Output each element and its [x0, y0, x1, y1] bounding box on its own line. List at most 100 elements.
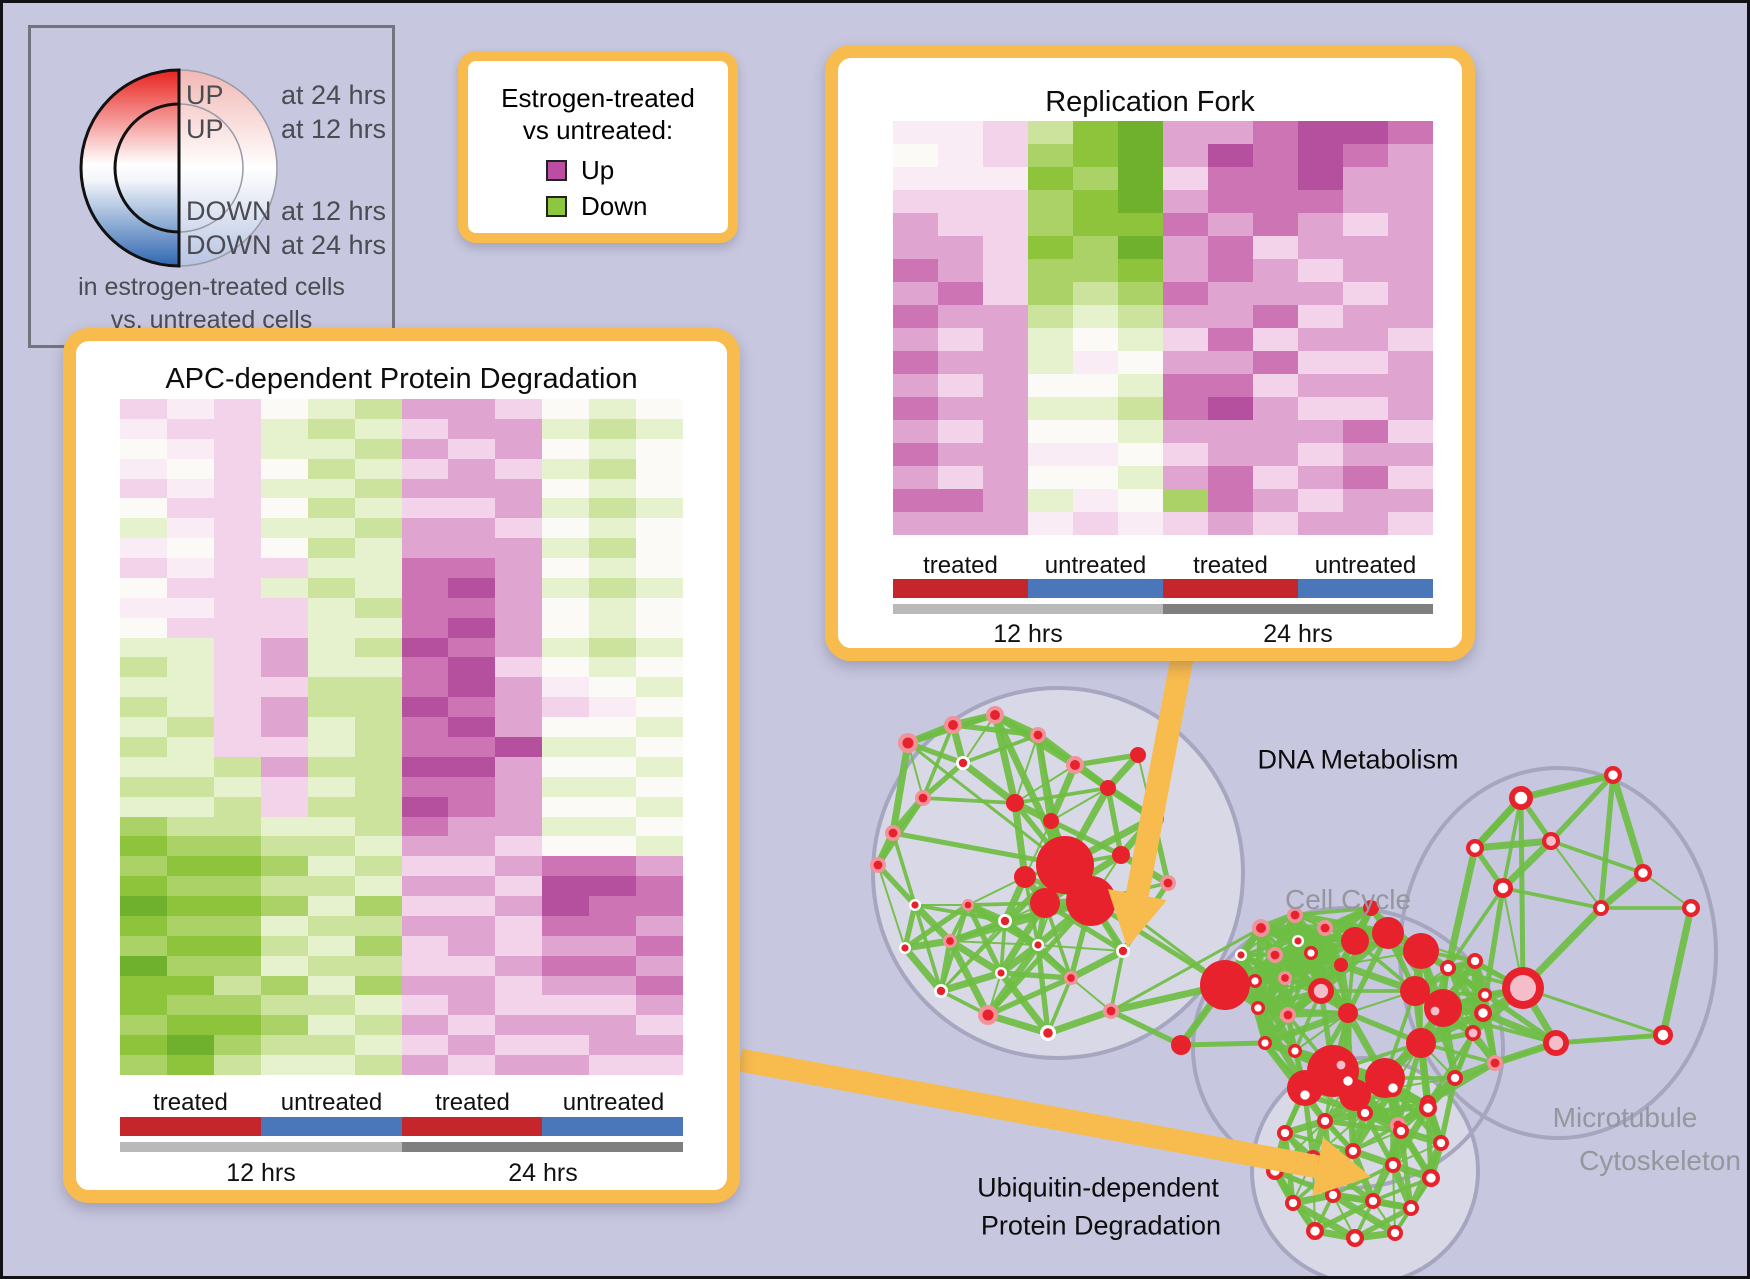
heatmap-cell — [589, 736, 637, 757]
heatmap-cell — [213, 995, 261, 1016]
heatmap-cell — [893, 259, 938, 282]
heatmap-cell — [448, 1015, 496, 1036]
untreated-bar-segment — [260, 1117, 402, 1136]
network-node-core — [1343, 1076, 1353, 1086]
network-node-solid — [1334, 958, 1348, 972]
heatmap-cell — [495, 617, 543, 638]
network-node-core — [901, 944, 909, 952]
network-node-core — [1067, 974, 1075, 982]
heatmap-cell — [589, 1015, 637, 1036]
heatmap-cell — [983, 466, 1028, 489]
heatmap-cell — [1343, 466, 1388, 489]
network-edge — [1642, 872, 1692, 909]
apc-degradation-panel: APC-dependent Protein Degradation treate… — [63, 328, 740, 1203]
network-node-solid — [1043, 813, 1059, 829]
heatmap-cell — [893, 282, 938, 305]
heatmap-cell — [1028, 282, 1073, 305]
network-node-core — [1450, 1073, 1460, 1083]
heatmap-cell — [636, 518, 683, 539]
heatmap-cell — [495, 399, 543, 419]
heatmap-cell — [307, 518, 355, 539]
network-node-solid — [1372, 917, 1404, 949]
heatmap-cell — [1028, 305, 1073, 328]
network-edge — [965, 903, 1004, 975]
heatmap-cell — [542, 816, 590, 837]
heatmap-cell — [1028, 213, 1073, 236]
heatmap-cell — [260, 816, 308, 837]
heatmap-cell — [589, 816, 637, 837]
heatmap-cell — [1073, 167, 1118, 190]
heatmap-cell — [983, 489, 1028, 512]
network-edge — [1069, 947, 1125, 982]
network-edge — [1549, 773, 1615, 843]
heatmap-cell — [1298, 443, 1343, 466]
heatmap-cell — [589, 577, 637, 598]
network-edge — [1296, 904, 1373, 945]
heatmap-cell — [1028, 259, 1073, 282]
heatmap-cell — [401, 657, 449, 678]
heatmap-cell — [938, 190, 983, 213]
heatmap-cell — [401, 558, 449, 578]
heatmap-cell — [1388, 213, 1433, 236]
heatmap-cell — [1073, 213, 1118, 236]
heatmap-cell — [260, 1015, 308, 1036]
heatmap-cell — [213, 836, 261, 857]
heatmap-cell — [636, 399, 683, 419]
heatmap-cell — [1208, 305, 1253, 328]
heatmap-cell — [213, 796, 261, 817]
heatmap-cell — [260, 717, 308, 737]
heatmap-cell — [1253, 167, 1298, 190]
heatmap-cell — [120, 935, 167, 956]
network-node-core — [1548, 1035, 1564, 1051]
heatmap-cell — [636, 1035, 683, 1056]
heatmap-cell — [636, 458, 683, 479]
treated-bar-segment — [401, 1117, 543, 1136]
heatmap-cell — [893, 213, 938, 236]
heatmap-cell — [1343, 420, 1388, 443]
heatmap-cell — [120, 498, 167, 519]
network-edge — [1598, 870, 1646, 911]
heatmap-cell — [1388, 328, 1433, 351]
network-edge — [960, 760, 1018, 806]
heatmap-cell — [542, 558, 590, 578]
heatmap-cell — [1028, 443, 1073, 466]
heatmap-cell — [495, 498, 543, 519]
heatmap-cell — [354, 896, 402, 916]
heatmap-cell — [401, 637, 449, 658]
heatmap-cell — [354, 975, 402, 996]
heatmap-cell — [1343, 190, 1388, 213]
legend-time-24: at 24 hrs — [281, 80, 387, 110]
heatmap-cell — [1253, 397, 1298, 420]
heatmap-cell — [354, 538, 402, 559]
heatmap-cell — [401, 955, 449, 976]
network-edge — [1392, 1164, 1396, 1234]
heatmap-cell — [1118, 213, 1163, 236]
heatmap-cell — [1073, 374, 1118, 397]
heatmap-cell — [938, 167, 983, 190]
network-edge — [962, 714, 996, 764]
heatmap-cell — [260, 617, 308, 638]
heatmap-cell — [636, 677, 683, 698]
heatmap-cell — [354, 836, 402, 857]
heatmap-cell — [1298, 305, 1343, 328]
rf-group-treated-24: treated — [1193, 552, 1268, 579]
heatmap-cell — [120, 756, 167, 777]
heatmap-cell — [1028, 144, 1073, 167]
heatmap-cell — [1253, 374, 1298, 397]
heatmap-cell — [938, 144, 983, 167]
network-node-core — [1481, 991, 1489, 999]
heatmap-cell — [213, 717, 261, 737]
heatmap-cell — [1388, 236, 1433, 259]
heatmap-cell — [213, 1035, 261, 1056]
heatmap-cell — [542, 896, 590, 916]
heatmap-cell — [260, 836, 308, 857]
heatmap-cell — [260, 736, 308, 757]
heatmap-cell — [1343, 351, 1388, 374]
network-edge — [907, 741, 1066, 867]
heatmap-cell — [1253, 305, 1298, 328]
heatmap-cell — [1343, 213, 1388, 236]
heatmap-cell — [636, 935, 683, 956]
heatmap-cell — [307, 876, 355, 897]
heatmap-cell — [636, 498, 683, 519]
